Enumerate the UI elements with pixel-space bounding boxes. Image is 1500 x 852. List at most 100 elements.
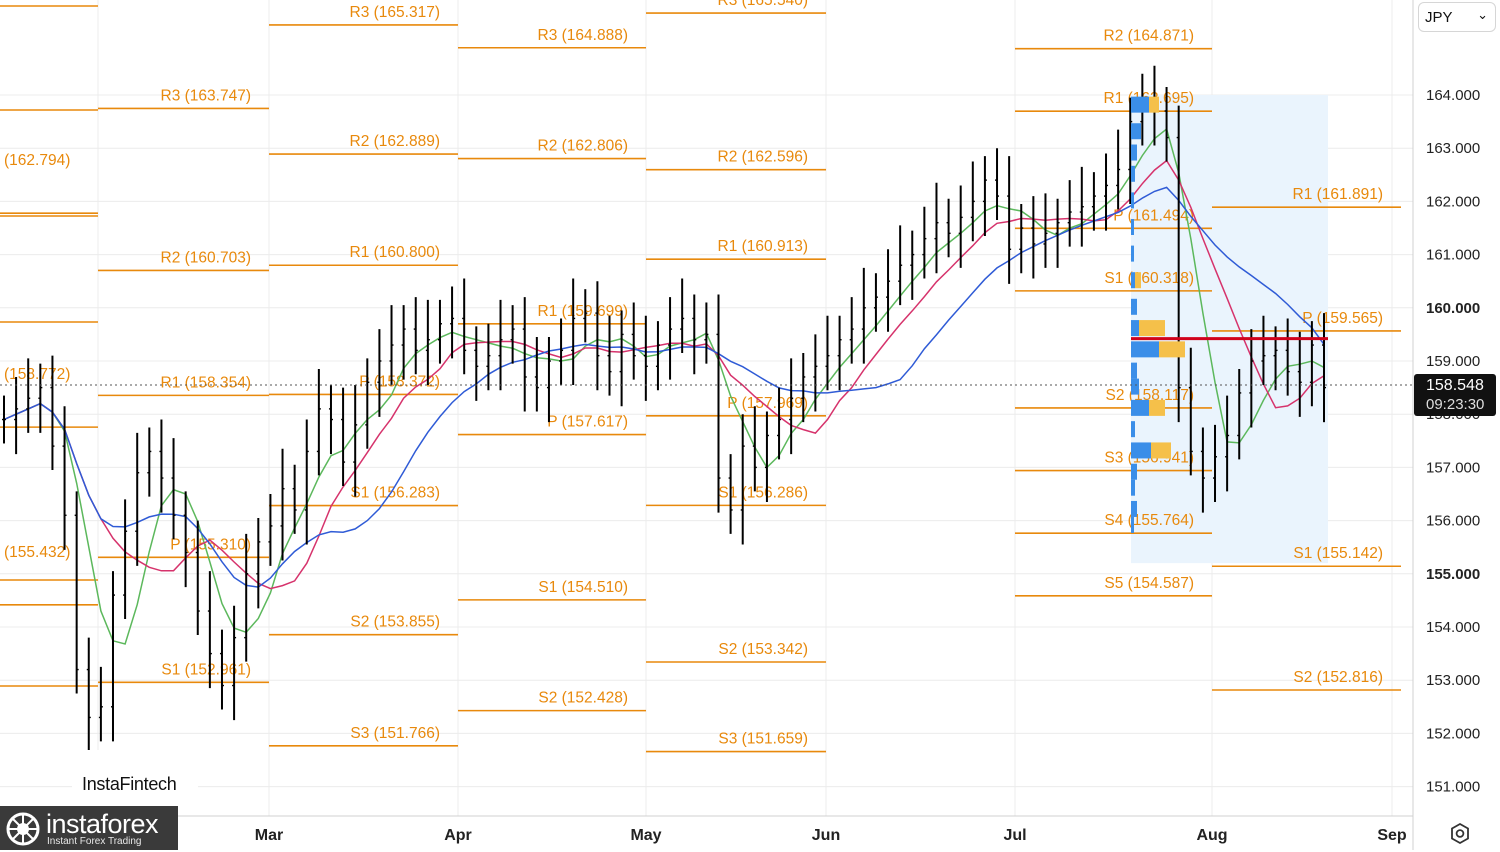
volume-profile-bar <box>1131 500 1137 517</box>
volume-profile-bar <box>1131 479 1135 496</box>
volume-profile-bar-alt <box>1159 341 1185 358</box>
pivot-label-s1: S1 (160.318) <box>1104 270 1194 287</box>
x-tick-label: Sep <box>1377 827 1407 844</box>
watermark: InstaFintech <box>72 750 198 812</box>
y-tick-label: 161.000 <box>1426 247 1480 264</box>
volume-profile-bar <box>1131 123 1141 140</box>
pivot-label-r2: R2 (162.596) <box>718 149 808 166</box>
y-tick-label: 157.000 <box>1426 459 1480 476</box>
y-tick-label: 153.000 <box>1426 672 1480 689</box>
volume-profile-bar <box>1131 245 1134 262</box>
pivot-label-s1: S1 (154.510) <box>538 579 628 596</box>
volume-profile-bar <box>1131 192 1134 209</box>
volume-profile-bar <box>1131 341 1159 358</box>
volume-profile-bar <box>1131 399 1149 416</box>
x-tick-label: Apr <box>444 827 472 844</box>
pivot-label-p: P (157.617) <box>547 414 628 431</box>
volume-profile-bar <box>1131 144 1137 161</box>
x-tick-label: Mar <box>255 827 283 844</box>
price-bars <box>2 65 1326 753</box>
pivot-label-s3: S3 (151.659) <box>718 731 808 748</box>
y-tick-label: 162.000 <box>1426 193 1480 210</box>
volume-profile-bar-alt <box>1135 272 1141 289</box>
moving-averages <box>3 127 1325 645</box>
volume-profile-bar <box>1131 219 1134 235</box>
volume-profile-bar <box>1131 463 1137 480</box>
pivot-levels: R3 (163.747) R2 (160.703) R1 (158.354) P (1… <box>0 0 1401 753</box>
pivot-label-r2: R2 (162.889) <box>350 133 440 150</box>
pivot-label-s3: S3 (151.766) <box>350 725 440 742</box>
pivot-label-s5: S5 (154.587) <box>1104 575 1194 592</box>
volume-profile <box>0 96 1413 533</box>
brand-bar: instaforex Instant Forex Trading <box>0 806 178 850</box>
volume-profile-bar <box>1131 320 1139 337</box>
pivot-label-r3: R3 (163.747) <box>161 87 251 104</box>
pivot-label-r1: R1 (159.699) <box>538 303 628 320</box>
current-price-badge: 158.548 09:23:30 <box>1414 374 1496 416</box>
pivot-label-r1: R1 (160.913) <box>718 238 808 255</box>
volume-profile-bar-alt <box>1149 399 1165 416</box>
volume-profile-bar <box>1131 516 1134 533</box>
pivot-label-edge: (158.772) <box>4 366 70 383</box>
chart-settings-button[interactable] <box>1446 821 1474 847</box>
volume-profile-bar <box>1131 442 1151 459</box>
current-price: 158.548 <box>1426 377 1484 394</box>
pivot-label-r1: R1 (160.800) <box>350 244 440 261</box>
pivot-label-r2: R2 (162.806) <box>538 138 628 155</box>
currency-select[interactable]: JPY ⌄ <box>1418 2 1496 32</box>
y-tick-label: 152.000 <box>1426 725 1480 742</box>
pivot-label-s2: S2 (153.342) <box>718 641 808 658</box>
pivot-label-r3: R3 (165.540) <box>718 0 808 9</box>
y-tick-label: 154.000 <box>1426 619 1480 636</box>
volume-profile-bar <box>1131 378 1139 395</box>
y-tick-label: 160.000 <box>1426 300 1480 317</box>
pivot-label-s1: S1 (152.961) <box>161 661 251 678</box>
volume-profile-bar <box>1131 298 1137 315</box>
volume-profile-bar <box>1131 165 1135 182</box>
ma-slow-line <box>3 186 1325 588</box>
volume-profile-bar-alt <box>1139 320 1165 337</box>
currency-value: JPY <box>1425 9 1453 26</box>
volume-profile-bar-alt <box>1149 96 1159 113</box>
volume-profile-bar <box>1131 362 1137 379</box>
pivot-label-s1: S1 (155.142) <box>1293 545 1383 562</box>
pivot-label-s2: S2 (158.117) <box>1106 387 1194 404</box>
gear-icon <box>1451 822 1469 845</box>
ma-mid-line <box>3 159 1325 590</box>
x-tick-label: Jul <box>1003 827 1026 844</box>
pivot-label-edge: (162.794) <box>4 152 70 169</box>
pivot-label-s4: S4 (155.764) <box>1104 512 1194 529</box>
pivot-label-r2: R2 (164.871) <box>1104 28 1194 45</box>
pivot-label-s2: S2 (152.428) <box>538 690 628 707</box>
pivot-label-r1: R1 (161.891) <box>1293 186 1383 203</box>
pivot-label-s1: S1 (156.286) <box>718 484 808 501</box>
volume-profile-bar-alt <box>1151 442 1171 459</box>
brand-tagline: Instant Forex Trading <box>47 836 142 847</box>
pivot-label-s2: S2 (152.816) <box>1293 669 1383 686</box>
x-tick-label: Aug <box>1196 827 1227 844</box>
pivot-label-r1: R1 (158.354) <box>161 374 251 391</box>
pivot-label-p: P (161.494) <box>1113 207 1194 224</box>
x-tick-label: May <box>630 827 661 844</box>
volume-profile-bar <box>1131 96 1149 113</box>
pivot-label-r3: R3 (164.888) <box>538 27 628 44</box>
pivot-label-r2: R2 (160.703) <box>161 249 251 266</box>
y-tick-label: 163.000 <box>1426 140 1480 157</box>
pivot-label-s2: S2 (153.855) <box>350 614 440 631</box>
pivot-label-p: P (159.565) <box>1302 310 1383 327</box>
x-tick-label: Jun <box>812 827 840 844</box>
bar-countdown: 09:23:30 <box>1426 396 1485 413</box>
volume-profile-bar <box>1131 421 1135 438</box>
pivot-label-s1: S1 (156.283) <box>350 485 440 502</box>
brand-logo-icon <box>6 812 40 846</box>
pivot-label-r3: R3 (165.317) <box>350 4 440 21</box>
volume-profile-bar <box>1131 272 1135 289</box>
brand-name: instaforex <box>46 809 159 839</box>
watermark-text: InstaFintech <box>82 774 177 794</box>
y-tick-label: 151.000 <box>1426 779 1480 796</box>
pivot-label-p: P (157.969) <box>727 395 808 412</box>
y-tick-label: 164.000 <box>1426 87 1480 104</box>
pivot-label-edge: (155.432) <box>4 544 70 561</box>
